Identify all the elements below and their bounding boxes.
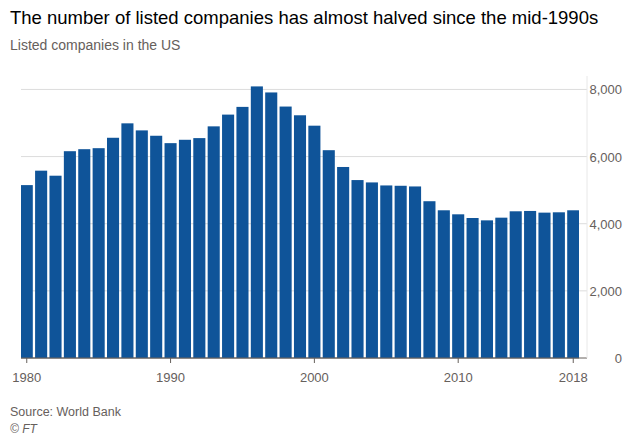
bar bbox=[481, 220, 493, 358]
bar bbox=[510, 211, 522, 358]
chart-svg: The number of listed companies has almos… bbox=[0, 0, 640, 440]
y-tick-label: 8,000 bbox=[589, 82, 622, 97]
credit: © FT bbox=[10, 422, 39, 436]
bar bbox=[294, 115, 306, 358]
bar bbox=[64, 151, 76, 358]
x-tick-label: 2000 bbox=[300, 370, 329, 385]
bar bbox=[280, 107, 292, 358]
bar bbox=[251, 86, 263, 358]
bar bbox=[395, 186, 407, 358]
subtitle: Listed companies in the US bbox=[10, 37, 180, 53]
bar bbox=[107, 138, 119, 358]
grid-line bbox=[21, 89, 587, 90]
y-tick-label: 2,000 bbox=[589, 284, 622, 299]
bar bbox=[438, 210, 450, 358]
bar bbox=[265, 92, 277, 358]
source: Source: World Bank bbox=[10, 405, 122, 419]
y-tick-label: 4,000 bbox=[589, 217, 622, 232]
bar bbox=[193, 138, 205, 358]
grid bbox=[21, 89, 587, 358]
bar bbox=[553, 212, 565, 358]
bar bbox=[150, 136, 162, 358]
x-tick-label: 1990 bbox=[156, 370, 185, 385]
bar bbox=[136, 130, 148, 358]
bar bbox=[495, 218, 507, 358]
bar bbox=[452, 214, 464, 358]
bar bbox=[49, 176, 61, 358]
bar bbox=[308, 126, 320, 358]
bar bbox=[380, 185, 392, 358]
bar bbox=[323, 150, 335, 358]
bar bbox=[538, 213, 550, 358]
bar bbox=[21, 185, 33, 358]
x-tick bbox=[26, 358, 27, 363]
bar bbox=[121, 123, 133, 358]
bar bbox=[165, 143, 177, 358]
bar bbox=[366, 182, 378, 358]
grid-line bbox=[21, 358, 587, 359]
bar bbox=[93, 148, 105, 358]
y-axis-line bbox=[587, 76, 588, 358]
bar bbox=[409, 186, 421, 358]
x-tick bbox=[573, 358, 574, 363]
bar bbox=[351, 180, 363, 358]
bar bbox=[567, 210, 579, 358]
bar bbox=[208, 126, 220, 358]
bars bbox=[21, 86, 579, 358]
bar bbox=[467, 218, 479, 358]
bar bbox=[222, 115, 234, 358]
chart-container: The number of listed companies has almos… bbox=[0, 0, 640, 440]
bar bbox=[236, 107, 248, 358]
bar bbox=[35, 171, 47, 358]
title: The number of listed companies has almos… bbox=[10, 7, 598, 28]
x-axis-line bbox=[21, 358, 579, 359]
bar bbox=[337, 167, 349, 358]
bar bbox=[179, 140, 191, 358]
bar bbox=[78, 149, 90, 358]
x-tick-label: 2018 bbox=[559, 370, 588, 385]
x-tick-label: 1980 bbox=[12, 370, 41, 385]
bar bbox=[423, 201, 435, 358]
bar bbox=[524, 211, 536, 358]
x-tick bbox=[314, 358, 315, 363]
y-tick-label: 6,000 bbox=[589, 150, 622, 165]
y-tick-label: 0 bbox=[615, 351, 622, 366]
x-tick bbox=[170, 358, 171, 363]
x-tick bbox=[458, 358, 459, 363]
x-tick-label: 2010 bbox=[444, 370, 473, 385]
